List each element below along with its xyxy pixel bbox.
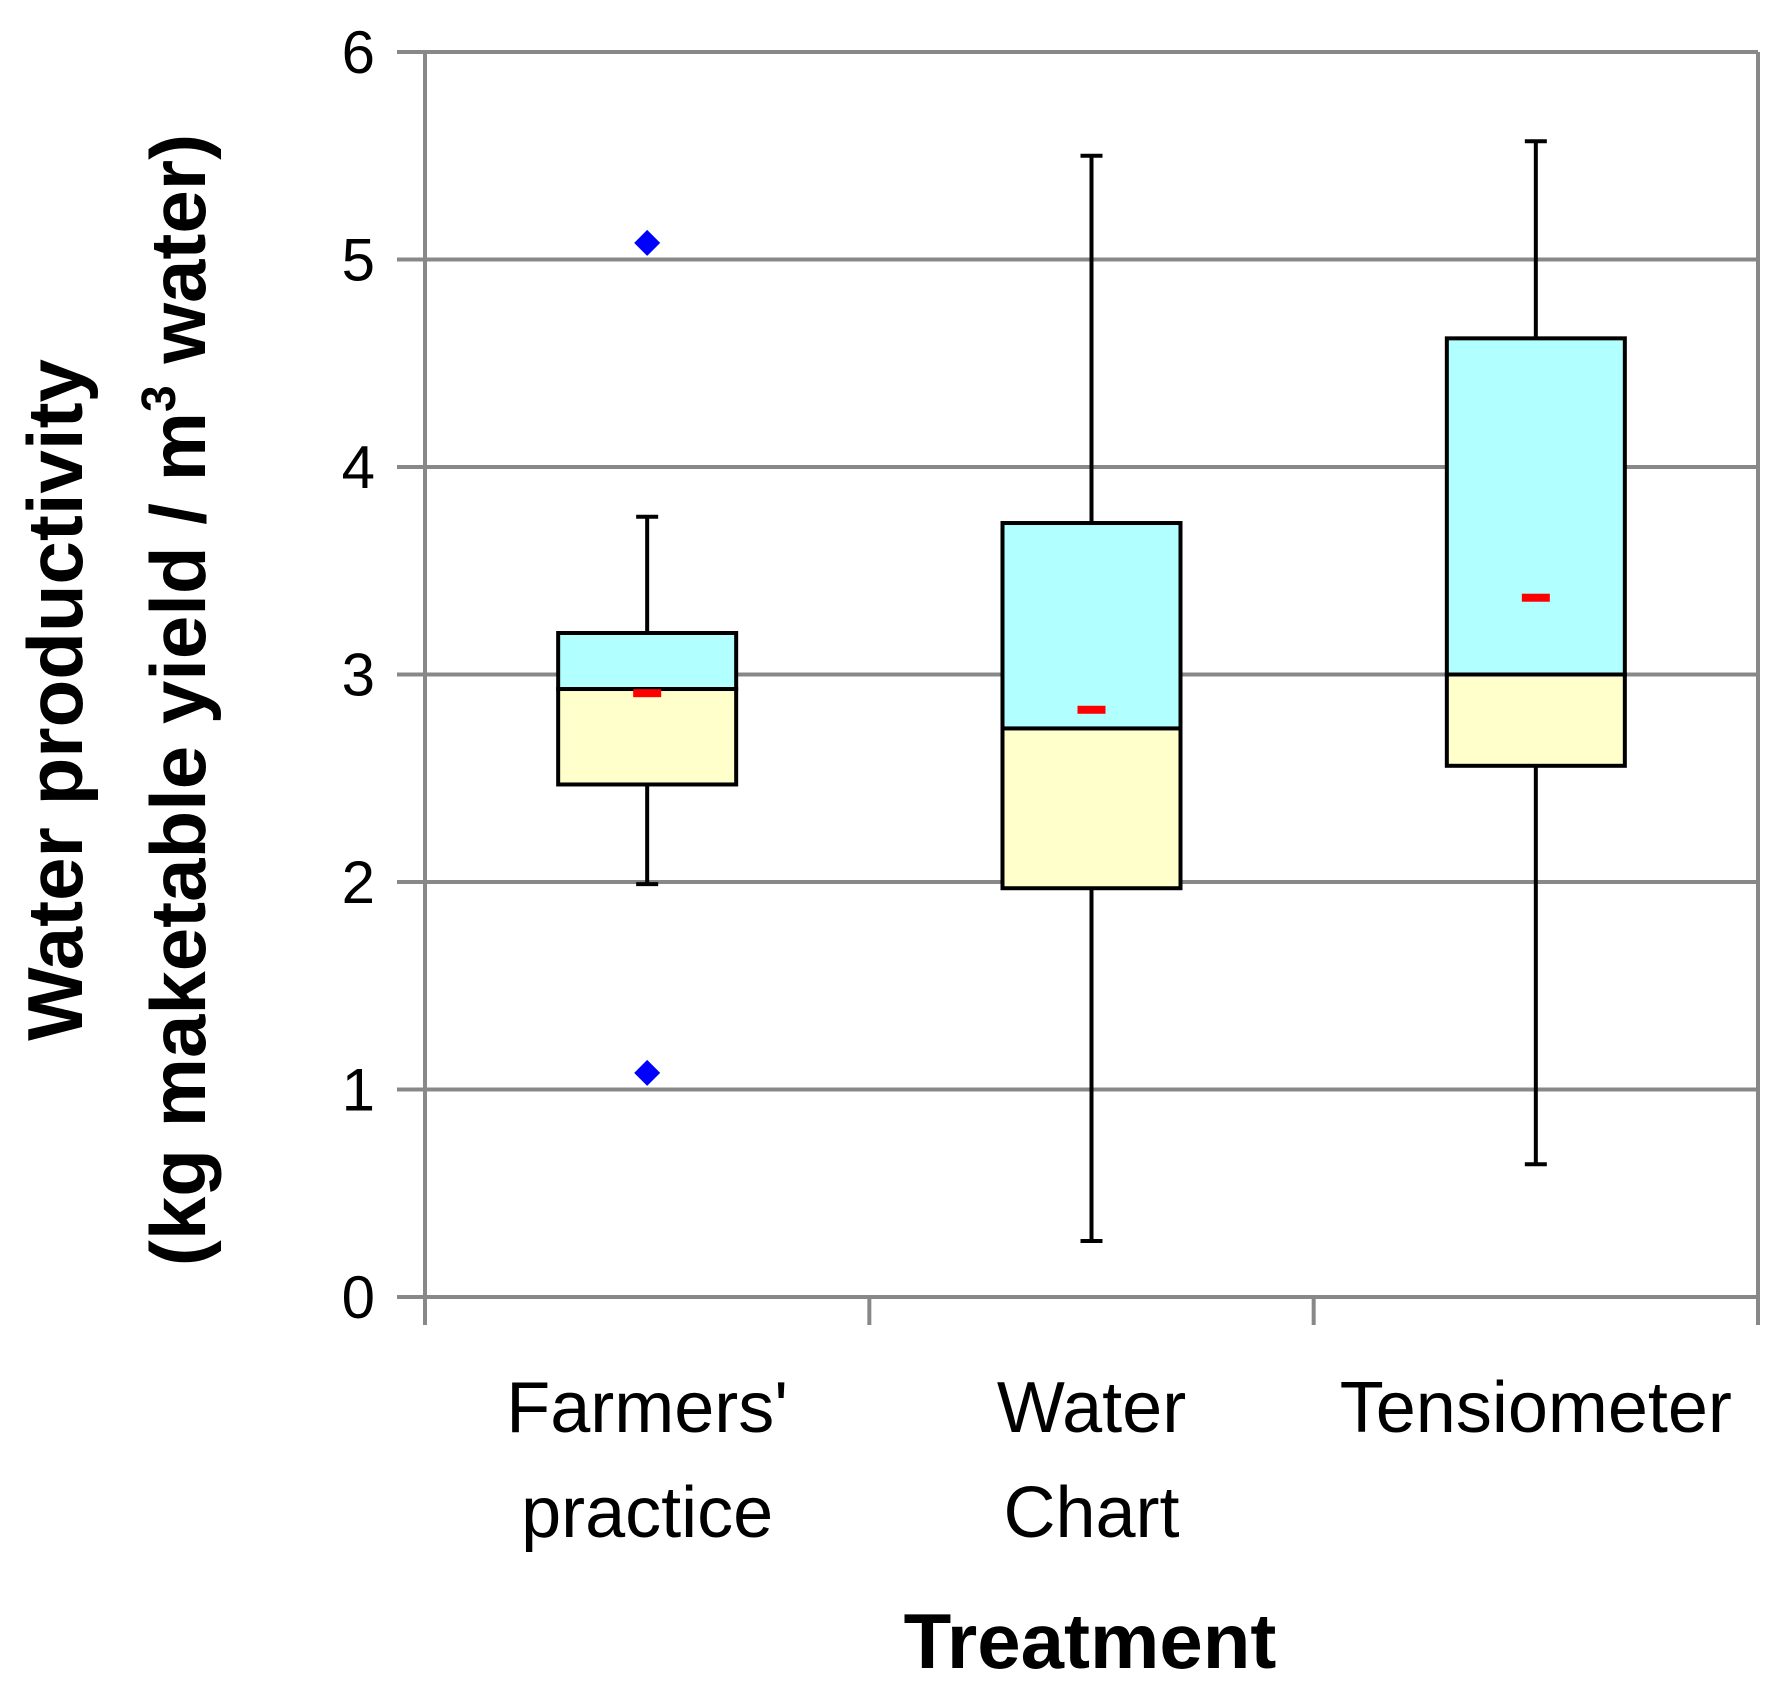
y-axis-title-line2-prefix: (kg maketable yield / m (134, 412, 222, 1266)
y-tick-label: 5 (342, 227, 375, 294)
x-category-label: Farmers' (506, 1368, 788, 1448)
lower-box (1000, 726, 1183, 891)
x-category-label: Chart (1003, 1473, 1179, 1553)
x-axis-title: Treatment (904, 1597, 1277, 1685)
mean-marker (1077, 705, 1106, 714)
y-axis-title-line2: (kg maketable yield / m3 water) (133, 134, 222, 1266)
upper-box (556, 631, 739, 692)
y-axis-title-line1: Water productivity (11, 359, 99, 1041)
box-group (1444, 139, 1627, 1167)
box-group (556, 229, 739, 1086)
x-category-label: practice (521, 1473, 773, 1553)
y-tick-label: 1 (342, 1057, 375, 1124)
y-axis-ticks: 0 1 2 3 4 5 6 (342, 19, 425, 1331)
y-axis-title-line2-suffix: water) (134, 134, 222, 385)
y-tick-label: 4 (342, 434, 375, 501)
y-tick-label: 0 (342, 1264, 375, 1331)
y-tick-label: 2 (342, 849, 375, 916)
upper-box (1000, 521, 1183, 731)
outlier-point (634, 1059, 661, 1086)
y-tick-label: 6 (342, 19, 375, 86)
box-group (1000, 153, 1183, 1243)
y-tick-label: 3 (342, 642, 375, 709)
y-axis-title: Water productivity (kg maketable yield /… (11, 134, 222, 1266)
x-axis-category-labels: Farmers' practice Water Chart Tensiometer (506, 1368, 1732, 1553)
mean-marker (633, 689, 662, 698)
x-category-label: Water (997, 1368, 1186, 1448)
outlier-point (634, 229, 661, 256)
lower-box (556, 687, 739, 787)
boxes (556, 139, 1627, 1243)
upper-box (1444, 336, 1627, 677)
lower-box (1444, 672, 1627, 768)
x-category-label: Tensiometer (1340, 1368, 1732, 1448)
y-axis-title-superscript: 3 (133, 385, 186, 412)
mean-marker (1521, 593, 1550, 602)
